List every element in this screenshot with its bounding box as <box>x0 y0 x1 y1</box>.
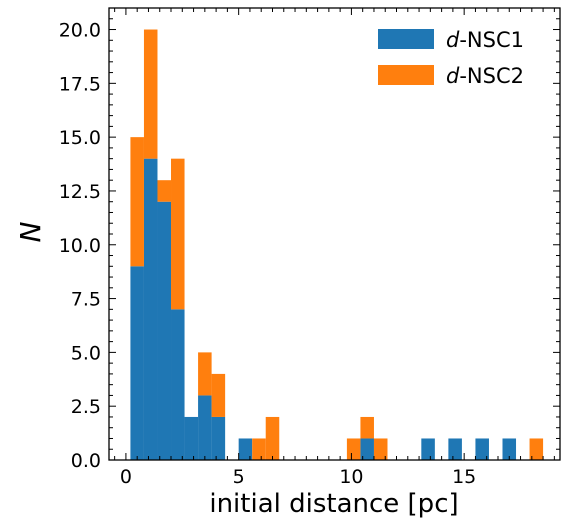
x-tick-label: 10 <box>339 466 363 488</box>
y-tick-label: 15.0 <box>59 127 101 149</box>
bar-d-nsc2-bin-2 <box>157 180 172 202</box>
bar-d-nsc2-bin-5 <box>198 352 212 396</box>
bars-group <box>130 29 544 460</box>
bar-d-nsc2-bin-6 <box>211 373 226 417</box>
bar-d-nsc2-bin-8 <box>252 438 266 460</box>
bar-d-nsc1-bin-7 <box>238 438 253 460</box>
x-tick-label: 15 <box>452 466 476 488</box>
y-axis-label: N <box>14 221 47 242</box>
bar-d-nsc1-bin-3 <box>171 309 185 460</box>
y-tick-label: 7.5 <box>71 289 101 311</box>
bar-d-nsc2-bin-3 <box>171 158 185 310</box>
tick-labels-group: 0 5 10 15 0.0 2.5 5.0 7.5 10.0 12.5 15.0 17.5 20.0 <box>59 20 477 488</box>
y-tick-label: 12.5 <box>59 181 101 203</box>
bar-d-nsc1-bin-4 <box>184 416 199 460</box>
bar-d-nsc1-bin-11 <box>360 438 374 460</box>
x-tick-label: 5 <box>233 466 245 488</box>
bar-d-nsc1-bin-15 <box>475 438 489 460</box>
bar-d-nsc2-bin-0 <box>130 137 144 267</box>
bar-d-nsc1-bin-0 <box>130 266 144 460</box>
bar-d-nsc1-bin-14 <box>448 438 462 460</box>
legend-label-d-nsc1: d-NSC1 <box>446 28 524 52</box>
bar-d-nsc1-bin-16 <box>502 438 517 460</box>
y-tick-label: 2.5 <box>71 396 101 418</box>
bar-d-nsc1-bin-5 <box>198 395 212 460</box>
ticks-group <box>109 7 560 461</box>
bar-d-nsc2-bin-1 <box>143 29 158 159</box>
bar-d-nsc1-bin-13 <box>421 438 435 460</box>
bar-d-nsc2-bin-12 <box>373 438 388 460</box>
bar-d-nsc2-bin-11 <box>360 416 374 439</box>
bar-d-nsc1-bin-2 <box>157 201 172 460</box>
x-axis-label: initial distance [pc] <box>209 489 458 519</box>
bar-d-nsc1-bin-6 <box>211 416 226 460</box>
y-tick-label: 5.0 <box>71 342 101 364</box>
legend-label-d-nsc2: d-NSC2 <box>446 64 524 88</box>
bar-d-nsc2-bin-10 <box>346 438 361 460</box>
bar-d-nsc2-bin-17 <box>529 438 544 460</box>
y-tick-label: 20.0 <box>59 20 101 42</box>
bar-d-nsc1-bin-1 <box>143 158 158 460</box>
bar-d-nsc2-bin-9 <box>265 416 280 460</box>
plot-frame <box>108 7 561 461</box>
x-tick-label: 0 <box>120 466 132 488</box>
legend-swatch-d-nsc1 <box>378 29 434 49</box>
y-tick-label: 17.5 <box>59 73 101 95</box>
y-tick-label: 0.0 <box>71 450 101 472</box>
legend-swatch-d-nsc2 <box>378 65 434 85</box>
y-tick-label: 10.0 <box>59 235 101 257</box>
legend: d-NSC1 d-NSC2 <box>378 28 524 88</box>
